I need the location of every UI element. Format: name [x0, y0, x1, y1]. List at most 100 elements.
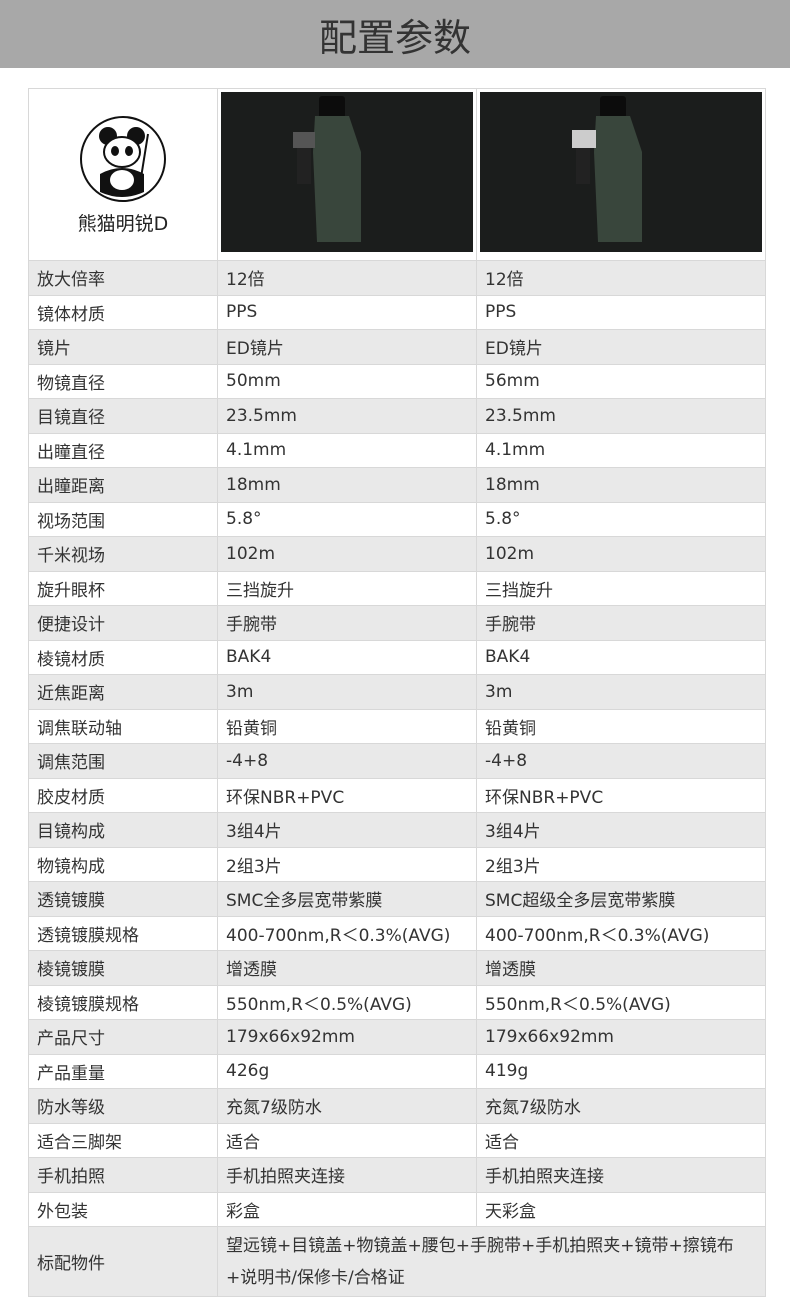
spec-row: 外包装 彩盒 天彩盒: [28, 1191, 766, 1227]
spec-value: 18mm: [476, 467, 766, 503]
spec-value: 充氮7级防水: [217, 1088, 477, 1124]
spec-label: 镜体材质: [28, 294, 218, 330]
spec-label: 防水等级: [28, 1088, 218, 1124]
spec-value: PPS: [476, 294, 766, 330]
spec-row: 便捷设计 手腕带 手腕带: [28, 605, 766, 641]
spec-value: 23.5mm: [476, 398, 766, 434]
spec-value: BAK4: [476, 639, 766, 675]
spec-value: BAK4: [217, 639, 477, 675]
spec-value: ED镜片: [217, 329, 477, 365]
product-image: [476, 88, 766, 261]
spec-value: 426g: [217, 1053, 477, 1089]
spec-row: 目镜直径 23.5mm 23.5mm: [28, 398, 766, 434]
spec-value: 56mm: [476, 363, 766, 399]
spec-value: 23.5mm: [217, 398, 477, 434]
spec-row: 适合三脚架 适合 适合: [28, 1122, 766, 1158]
spec-row: 物镜构成 2组3片 2组3片: [28, 846, 766, 882]
spec-value: 天彩盒: [476, 1191, 766, 1227]
spec-value: 2组3片: [476, 846, 766, 882]
spec-value: 望远镜+目镜盖+物镜盖+腰包+手腕带+手机拍照夹+镜带+擦镜布+说明书/保修卡/…: [217, 1226, 766, 1297]
spec-label: 棱镜材质: [28, 639, 218, 675]
spec-label: 适合三脚架: [28, 1122, 218, 1158]
spec-label: 棱镜镀膜规格: [28, 984, 218, 1020]
spec-label: 调焦联动轴: [28, 708, 218, 744]
spec-value: 环保NBR+PVC: [217, 777, 477, 813]
spec-label: 目镜构成: [28, 812, 218, 848]
page-title: 配置参数: [0, 0, 790, 68]
spec-value: ED镜片: [476, 329, 766, 365]
product-photo: [221, 92, 473, 252]
spec-value: 102m: [476, 536, 766, 572]
spec-value: 400-700nm,R＜0.3%(AVG): [217, 915, 477, 951]
spec-label: 物镜构成: [28, 846, 218, 882]
spec-row: 棱镜镀膜 增透膜 增透膜: [28, 950, 766, 986]
spec-label: 便捷设计: [28, 605, 218, 641]
spec-value: 适合: [476, 1122, 766, 1158]
spec-row: 近焦距离 3m 3m: [28, 674, 766, 710]
spec-row: 物镜直径 50mm 56mm: [28, 363, 766, 399]
spec-row: 透镜镀膜 SMC全多层宽带紫膜 SMC超级全多层宽带紫膜: [28, 881, 766, 917]
spec-value: 手腕带: [476, 605, 766, 641]
spec-label: 透镜镀膜规格: [28, 915, 218, 951]
spec-value: 手腕带: [217, 605, 477, 641]
spec-label: 视场范围: [28, 501, 218, 537]
spec-label: 手机拍照: [28, 1157, 218, 1193]
spec-row: 防水等级 充氮7级防水 充氮7级防水: [28, 1088, 766, 1124]
spec-label: 外包装: [28, 1191, 218, 1227]
spec-value: 179x66x92mm: [217, 1019, 477, 1055]
spec-value: 102m: [217, 536, 477, 572]
spec-value: -4+8: [217, 743, 477, 779]
spec-value: 环保NBR+PVC: [476, 777, 766, 813]
spec-value: SMC全多层宽带紫膜: [217, 881, 477, 917]
spec-value: 50mm: [217, 363, 477, 399]
spec-label: 镜片: [28, 329, 218, 365]
spec-label: 产品尺寸: [28, 1019, 218, 1055]
spec-row: 棱镜镀膜规格 550nm,R＜0.5%(AVG) 550nm,R＜0.5%(AVG): [28, 984, 766, 1020]
spec-value: 彩盒: [217, 1191, 477, 1227]
spec-row: 千米视场 102m 102m: [28, 536, 766, 572]
spec-label: 出瞳直径: [28, 432, 218, 468]
spec-value: 3m: [476, 674, 766, 710]
spec-value: 550nm,R＜0.5%(AVG): [217, 984, 477, 1020]
spec-row: 产品尺寸 179x66x92mm 179x66x92mm: [28, 1019, 766, 1055]
spec-row: 镜体材质 PPS PPS: [28, 294, 766, 330]
spec-value: 5.8°: [476, 501, 766, 537]
spec-value: 三挡旋升: [476, 570, 766, 606]
spec-value: 增透膜: [476, 950, 766, 986]
spec-value: 12倍: [217, 260, 477, 296]
spec-value: 12倍: [476, 260, 766, 296]
spec-value: 18mm: [217, 467, 477, 503]
spec-value: -4+8: [476, 743, 766, 779]
spec-label: 千米视场: [28, 536, 218, 572]
spec-value: 增透膜: [217, 950, 477, 986]
spec-label: 放大倍率: [28, 260, 218, 296]
image-row: 熊猫明锐D: [28, 88, 766, 261]
spec-row: 目镜构成 3组4片 3组4片: [28, 812, 766, 848]
spec-value: 铅黄铜: [217, 708, 477, 744]
spec-value: 充氮7级防水: [476, 1088, 766, 1124]
spec-label: 出瞳距离: [28, 467, 218, 503]
spec-row: 手机拍照 手机拍照夹连接 手机拍照夹连接: [28, 1157, 766, 1193]
spec-value: 179x66x92mm: [476, 1019, 766, 1055]
logo-cell: 熊猫明锐D: [28, 88, 218, 261]
spec-row: 视场范围 5.8° 5.8°: [28, 501, 766, 537]
spec-row: 旋升眼杯 三挡旋升 三挡旋升: [28, 570, 766, 606]
spec-label: 棱镜镀膜: [28, 950, 218, 986]
spec-value: 400-700nm,R＜0.3%(AVG): [476, 915, 766, 951]
spec-value: 适合: [217, 1122, 477, 1158]
spec-value: 手机拍照夹连接: [217, 1157, 477, 1193]
spec-row: 透镜镀膜规格 400-700nm,R＜0.3%(AVG) 400-700nm,R＜0…: [28, 915, 766, 951]
spec-value: 4.1mm: [217, 432, 477, 468]
spec-value: 3组4片: [217, 812, 477, 848]
spec-row: 调焦联动轴 铅黄铜 铅黄铜: [28, 708, 766, 744]
product-photo: [480, 92, 762, 252]
spec-row: 放大倍率 12倍 12倍: [28, 260, 766, 296]
spec-value: 铅黄铜: [476, 708, 766, 744]
spec-value: SMC超级全多层宽带紫膜: [476, 881, 766, 917]
spec-value: 3m: [217, 674, 477, 710]
spec-label: 标配物件: [28, 1226, 218, 1297]
spec-label: 透镜镀膜: [28, 881, 218, 917]
spec-row: 棱镜材质 BAK4 BAK4: [28, 639, 766, 675]
spec-row: 产品重量 426g 419g: [28, 1053, 766, 1089]
